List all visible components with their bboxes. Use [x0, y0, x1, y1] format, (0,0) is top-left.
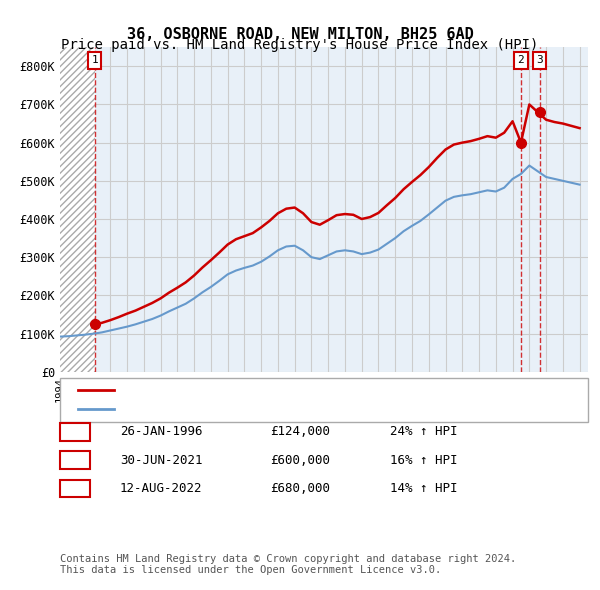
Text: 30-JUN-2021: 30-JUN-2021: [120, 454, 203, 467]
Text: 14% ↑ HPI: 14% ↑ HPI: [390, 482, 458, 495]
Text: 16% ↑ HPI: 16% ↑ HPI: [390, 454, 458, 467]
Bar: [60, 47, 95, 372]
Text: 26-JAN-1996: 26-JAN-1996: [120, 425, 203, 438]
Text: 36, OSBORNE ROAD, NEW MILTON, BH25 6AD (detached house): 36, OSBORNE ROAD, NEW MILTON, BH25 6AD (…: [120, 384, 512, 396]
Text: 3: 3: [536, 55, 543, 65]
Text: 2: 2: [518, 55, 524, 65]
Text: 1: 1: [71, 425, 79, 438]
Text: 24% ↑ HPI: 24% ↑ HPI: [390, 425, 458, 438]
Text: 2: 2: [71, 454, 79, 467]
Text: £124,000: £124,000: [270, 425, 330, 438]
Text: £600,000: £600,000: [270, 454, 330, 467]
Text: Contains HM Land Registry data © Crown copyright and database right 2024.
This d: Contains HM Land Registry data © Crown c…: [60, 553, 516, 575]
Text: 36, OSBORNE ROAD, NEW MILTON, BH25 6AD: 36, OSBORNE ROAD, NEW MILTON, BH25 6AD: [127, 27, 473, 41]
Text: Price paid vs. HM Land Registry's House Price Index (HPI): Price paid vs. HM Land Registry's House …: [61, 38, 539, 53]
Text: 1: 1: [91, 55, 98, 65]
Text: 12-AUG-2022: 12-AUG-2022: [120, 482, 203, 495]
Text: HPI: Average price, detached house, New Forest: HPI: Average price, detached house, New …: [120, 403, 448, 416]
Text: 3: 3: [71, 482, 79, 495]
Text: £680,000: £680,000: [270, 482, 330, 495]
